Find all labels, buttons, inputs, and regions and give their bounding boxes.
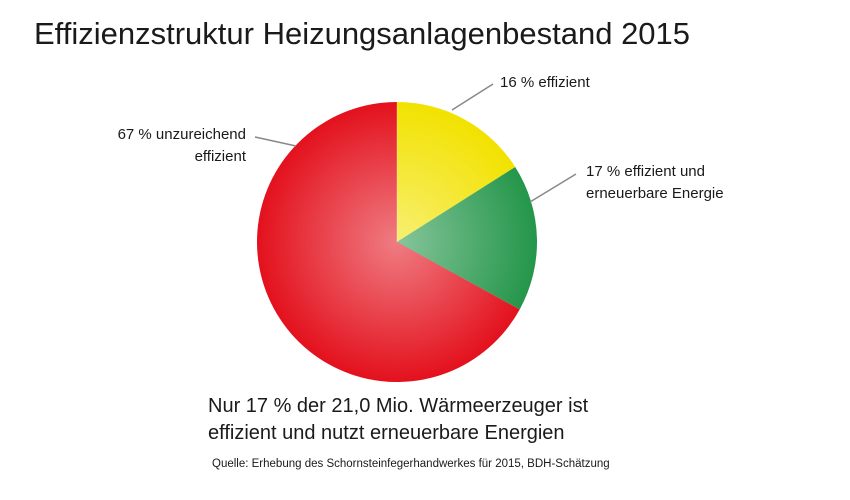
- slice-shade: [397, 166, 538, 310]
- slice-shade: [397, 102, 516, 242]
- slice-label: 67 % unzureichend effizient: [117, 126, 246, 165]
- annotation: Nur 17 % der 21,0 Mio. Wärmeerzeuger ist…: [208, 395, 589, 444]
- leader-line: [529, 173, 577, 203]
- leader-line: [254, 136, 297, 147]
- slice-label: 16 % effizient: [500, 74, 590, 91]
- chart-title: Effizienzstruktur Heizungsanlagenbestand…: [34, 16, 691, 51]
- source-note: Quelle: Erhebung des Schornsteinfegerhan…: [212, 458, 610, 470]
- slice-shade: [257, 102, 520, 383]
- slice-label: 17 % effizient und erneuerbare Energie: [586, 163, 724, 202]
- leader-line: [451, 83, 494, 111]
